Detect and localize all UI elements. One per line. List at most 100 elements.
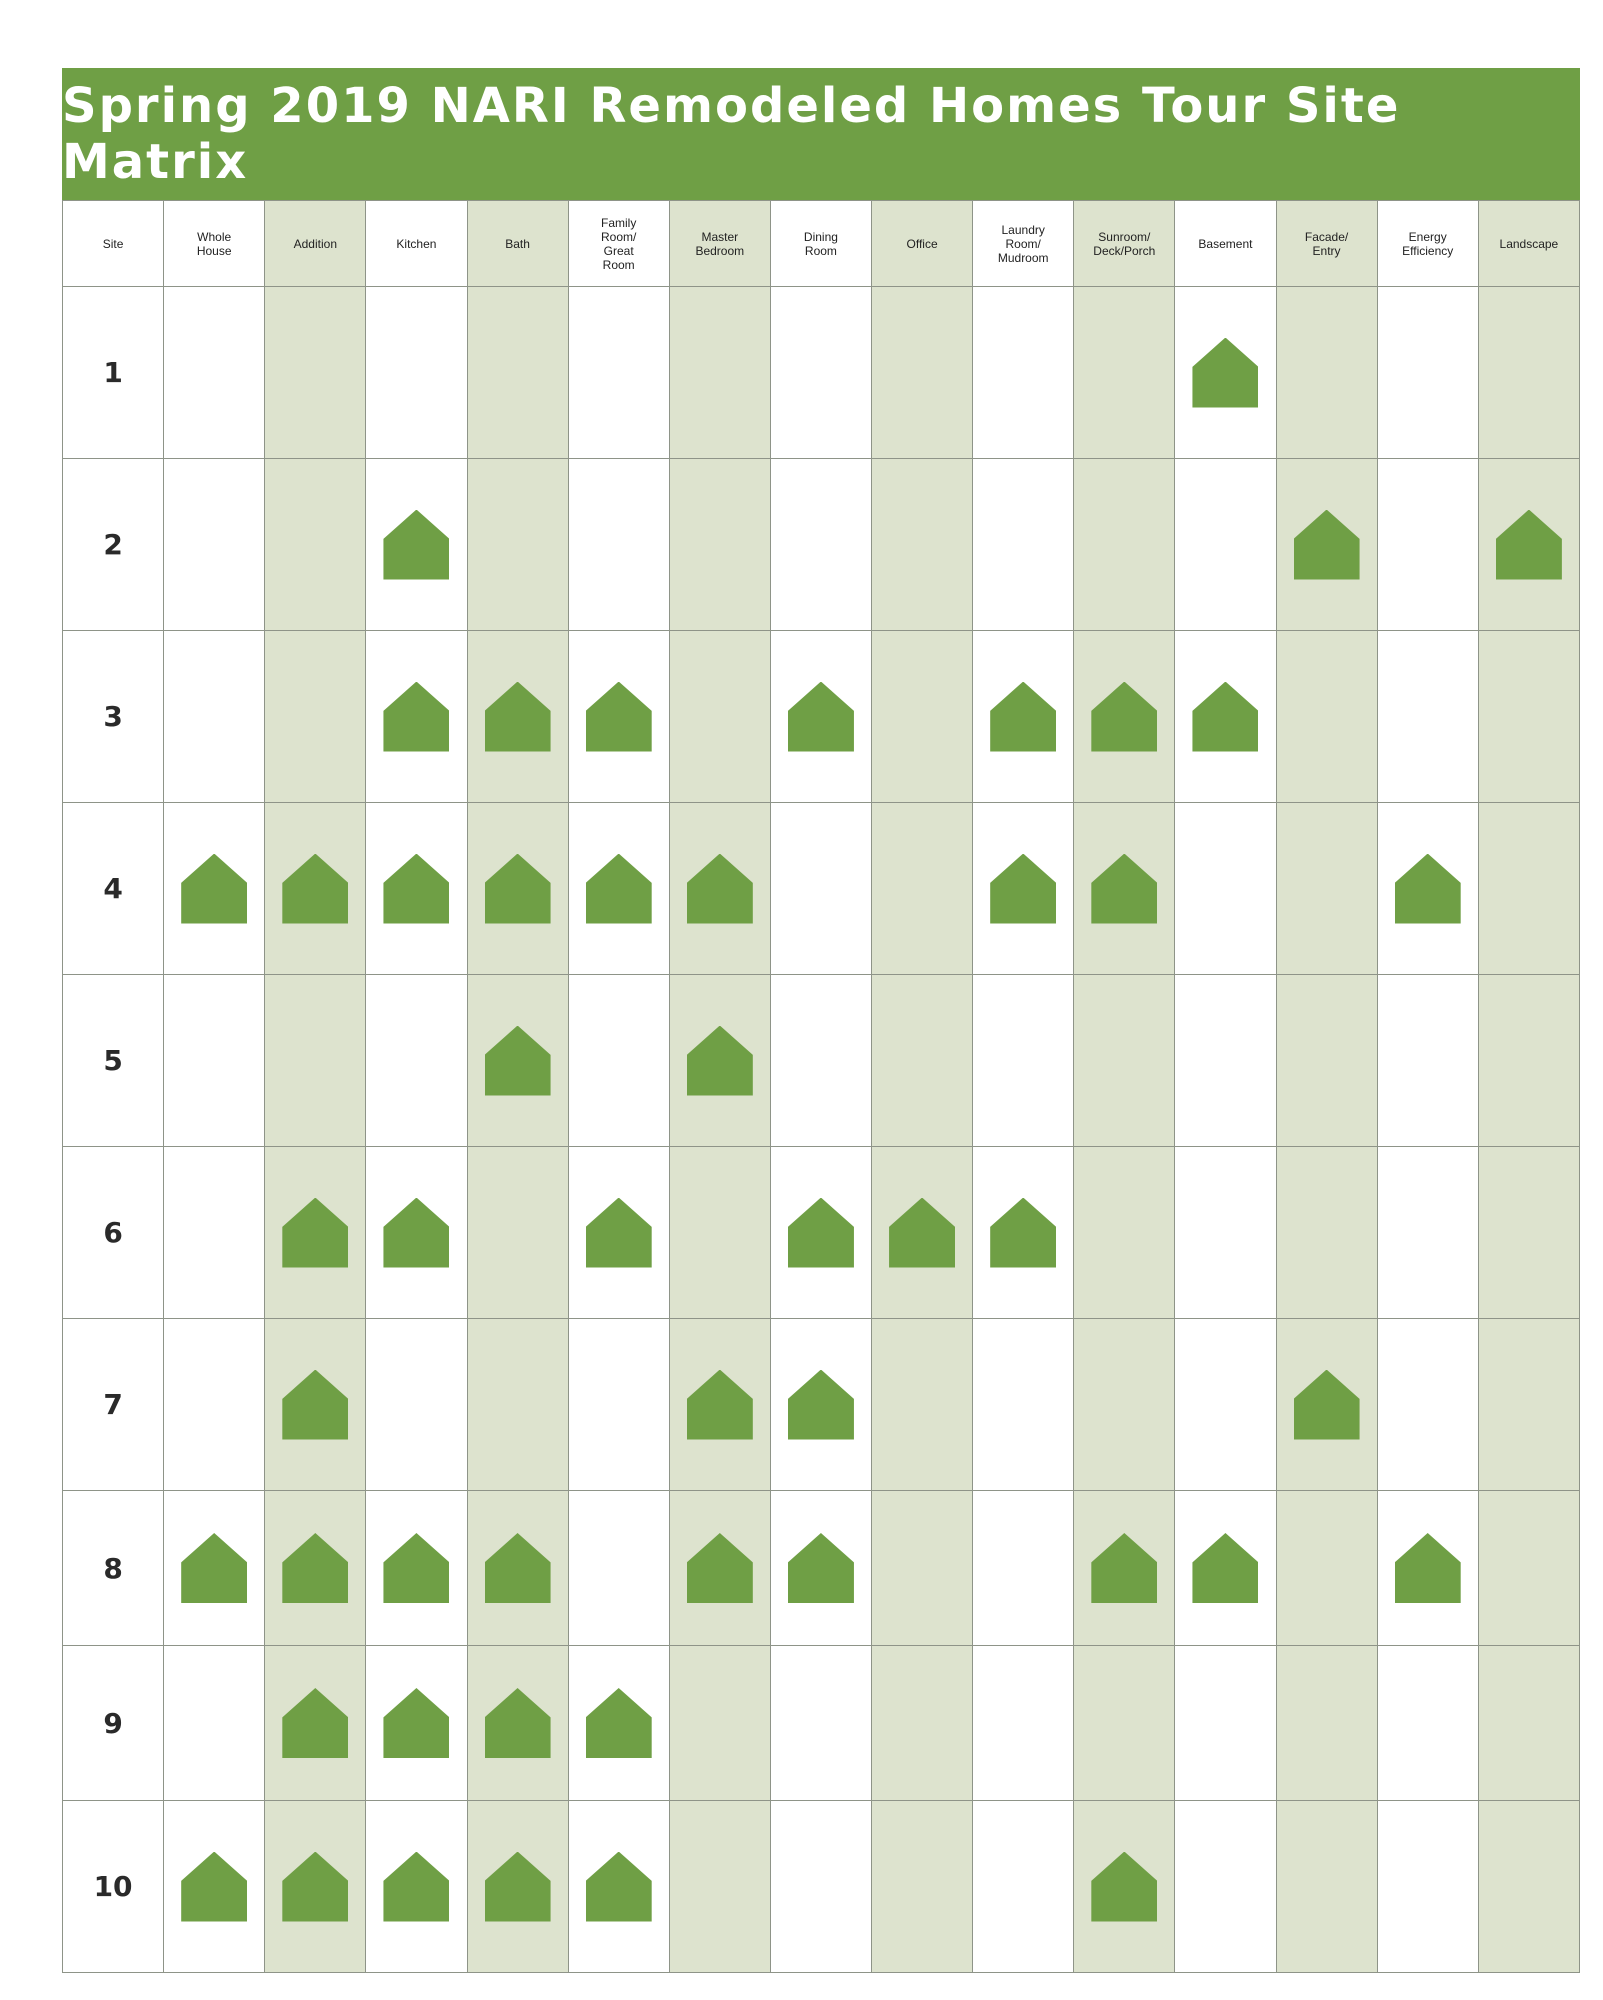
matrix-cell <box>264 458 367 631</box>
matrix-cell <box>870 1490 974 1646</box>
matrix-cell <box>567 1490 670 1646</box>
table-row: 3 <box>61 630 1581 803</box>
house-icon <box>484 1688 551 1758</box>
house-icon <box>282 1851 349 1922</box>
matrix-cell <box>466 1318 569 1491</box>
house-icon <box>1192 681 1259 752</box>
house-icon <box>484 853 551 924</box>
matrix-cell <box>1174 1645 1277 1801</box>
matrix-cell <box>769 630 873 803</box>
matrix-cell <box>1174 458 1277 631</box>
matrix-cell <box>1376 630 1479 803</box>
matrix-cell <box>769 1490 873 1646</box>
matrix-cell <box>972 286 1075 459</box>
matrix-cell <box>972 458 1075 631</box>
matrix-cell <box>466 974 569 1147</box>
matrix-cell <box>1477 458 1581 631</box>
house-icon <box>990 681 1057 752</box>
matrix-body: 1 2 3 4 5 6 7 8 9 10 <box>61 286 1581 1973</box>
matrix-cell <box>264 1490 367 1646</box>
table-row: 2 <box>61 458 1581 631</box>
matrix-cell <box>365 1318 468 1491</box>
matrix-cell <box>567 458 670 631</box>
house-icon <box>585 1688 652 1758</box>
matrix-cell <box>466 1800 569 1973</box>
matrix-cell <box>769 1800 873 1973</box>
matrix-cell <box>972 1490 1075 1646</box>
house-icon <box>1192 337 1259 408</box>
house-icon <box>282 1533 349 1603</box>
column-header: Bath <box>466 200 569 287</box>
house-icon <box>181 1851 248 1922</box>
matrix-cell <box>365 802 468 975</box>
table-row: 6 <box>61 1146 1581 1319</box>
site-matrix: Spring 2019 NARI Remodeled Homes Tour Si… <box>61 68 1581 1973</box>
matrix-cell <box>870 974 974 1147</box>
matrix-cell <box>466 1645 569 1801</box>
matrix-cell <box>1275 1318 1378 1491</box>
house-icon <box>383 853 450 924</box>
matrix-cell <box>972 1318 1075 1491</box>
house-icon <box>1293 509 1360 580</box>
page-title: Spring 2019 NARI Remodeled Homes Tour Si… <box>62 68 1580 200</box>
matrix-cell <box>668 1490 771 1646</box>
matrix-cell <box>1275 1490 1378 1646</box>
matrix-cell <box>1073 286 1176 459</box>
matrix-cell <box>567 974 670 1147</box>
column-header: Family Room/ Great Room <box>567 200 670 287</box>
matrix-cell <box>264 1318 367 1491</box>
house-icon <box>383 681 450 752</box>
matrix-cell <box>769 802 873 975</box>
column-header: Laundry Room/ Mudroom <box>972 200 1075 287</box>
site-number: 6 <box>61 1146 165 1319</box>
house-icon <box>990 1197 1057 1268</box>
matrix-cell <box>1477 802 1581 975</box>
matrix-cell <box>1275 458 1378 631</box>
house-icon <box>889 1197 956 1268</box>
matrix-cell <box>163 1318 266 1491</box>
matrix-cell <box>264 1800 367 1973</box>
matrix-cell <box>1174 1318 1277 1491</box>
column-header: Sunroom/ Deck/Porch <box>1073 200 1176 287</box>
house-icon <box>1192 1533 1259 1603</box>
matrix-cell <box>1477 974 1581 1147</box>
matrix-cell <box>163 286 266 459</box>
matrix-cell <box>365 1645 468 1801</box>
matrix-cell <box>972 630 1075 803</box>
matrix-table: Site Whole House Addition Kitchen Bath Family… <box>61 200 1581 1973</box>
house-icon <box>383 1197 450 1268</box>
house-icon <box>1394 853 1461 924</box>
column-header: Addition <box>264 200 367 287</box>
matrix-cell <box>1073 1318 1176 1491</box>
matrix-cell <box>1174 1490 1277 1646</box>
matrix-cell <box>668 1800 771 1973</box>
house-icon <box>383 1688 450 1758</box>
column-header: Energy Efficiency <box>1376 200 1479 287</box>
house-icon <box>282 853 349 924</box>
house-icon <box>787 1369 854 1440</box>
matrix-cell <box>1275 1146 1378 1319</box>
matrix-cell <box>1376 802 1479 975</box>
column-header: Kitchen <box>365 200 468 287</box>
matrix-cell <box>1275 1800 1378 1973</box>
matrix-cell <box>1477 1318 1581 1491</box>
site-number: 8 <box>61 1490 165 1646</box>
house-icon <box>686 1025 753 1096</box>
table-row: 4 <box>61 802 1581 975</box>
site-number: 2 <box>61 458 165 631</box>
matrix-cell <box>1477 286 1581 459</box>
site-number: 3 <box>61 630 165 803</box>
matrix-cell <box>466 1490 569 1646</box>
matrix-cell <box>668 974 771 1147</box>
matrix-cell <box>769 974 873 1147</box>
house-icon <box>282 1369 349 1440</box>
table-row: 7 <box>61 1318 1581 1491</box>
matrix-cell <box>567 1800 670 1973</box>
house-icon <box>484 1533 551 1603</box>
house-icon <box>585 853 652 924</box>
matrix-cell <box>1073 458 1176 631</box>
matrix-cell <box>1376 1318 1479 1491</box>
matrix-cell <box>870 1146 974 1319</box>
house-icon <box>383 509 450 580</box>
matrix-cell <box>1477 1645 1581 1801</box>
